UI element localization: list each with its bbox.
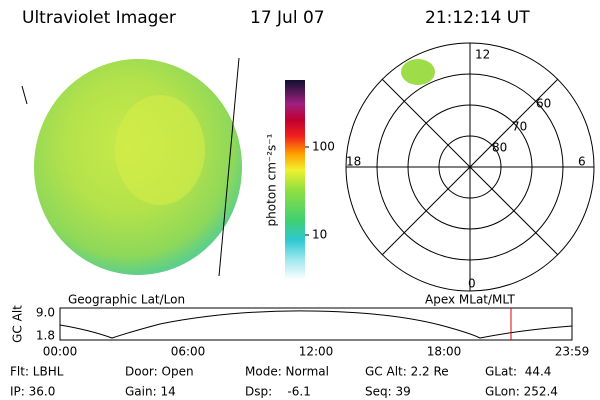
y-axis-label: GC Alt [11, 305, 25, 343]
lat-label: 80 [492, 141, 507, 155]
x-label: 18:00 [427, 345, 462, 359]
polar-plot: 12 18 6 0 60 70 80 [345, 42, 595, 292]
colorbar-tick: 10 [312, 228, 327, 242]
panel-label: Geographic Lat/Lon [68, 293, 185, 307]
colorbar: 100 10 photon cm⁻²s⁻¹ [265, 80, 335, 280]
altitude-plot: GC Alt 9.0 1.8 00:00 06:00 12:00 18:00 2… [11, 305, 590, 359]
lat-label: 60 [536, 97, 551, 111]
date: 17 Jul 07 [250, 8, 325, 28]
y-label: 9.0 [36, 306, 55, 320]
info-field: GC Alt: 2.2 Re [365, 365, 449, 379]
lat-label: 70 [512, 120, 527, 134]
y-label: 1.8 [36, 329, 55, 343]
globe-image [21, 57, 242, 277]
info-field: Dsp: -6.1 [245, 385, 311, 399]
x-label: 12:00 [299, 345, 334, 359]
colorbar-label: photon cm⁻²s⁻¹ [265, 133, 279, 226]
info-field: GLon: 252.4 [485, 385, 558, 399]
mlt-label: 6 [578, 155, 586, 169]
x-label: 06:00 [171, 345, 206, 359]
info-field: IP: 36.0 [10, 385, 55, 399]
info-field: Flt: LBHL [10, 365, 64, 379]
header: Ultraviolet Imager 17 Jul 07 21:12:14 UT [22, 8, 530, 28]
info-field: Gain: 14 [125, 385, 176, 399]
info-panel: Flt: LBHL Door: Open Mode: Normal GC Alt: 2… [10, 365, 558, 399]
mlt-label: 18 [346, 155, 361, 169]
info-field: Seq: 39 [365, 385, 411, 399]
colorbar-tick: 100 [312, 140, 335, 154]
title: Ultraviolet Imager [22, 8, 176, 28]
mlt-label: 12 [475, 48, 490, 62]
mlt-label: 0 [468, 277, 476, 291]
panel-label: Apex MLat/MLT [425, 293, 515, 307]
info-field: Door: Open [125, 365, 194, 379]
x-label: 23:59 [555, 345, 590, 359]
info-field: Mode: Normal [245, 365, 329, 379]
info-field: GLat: 44.4 [485, 365, 551, 379]
x-label: 00:00 [43, 345, 78, 359]
time: 21:12:14 UT [425, 8, 530, 28]
